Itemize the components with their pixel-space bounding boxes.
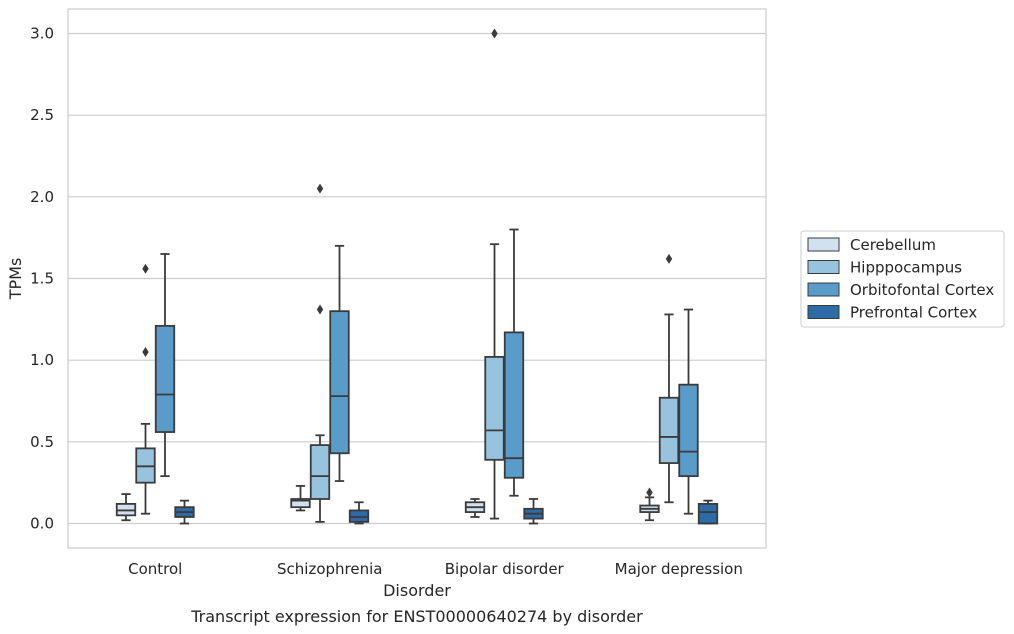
box-iqr — [697, 502, 719, 525]
box-iqr — [290, 498, 311, 509]
box-cerebellum-control — [115, 493, 137, 522]
plot-frame — [67, 8, 767, 549]
y-tick-labels: 0.0 0.5 1.0 1.5 2.0 2.5 3.0 — [30, 25, 54, 533]
legend-frame — [800, 230, 1005, 328]
legend-label: Hipppocampus — [850, 259, 962, 277]
x-tick-label: Control — [128, 560, 182, 578]
outlier-point — [142, 347, 149, 357]
y-axis-label: TPMs — [6, 258, 25, 301]
legend-label: Prefrontal Cortex — [850, 304, 977, 322]
x-tick-label: Schizophrenia — [277, 560, 382, 578]
legend-swatch — [807, 260, 840, 274]
chart-caption: Transcript expression for ENST0000064027… — [190, 607, 643, 626]
legend-swatch — [807, 237, 840, 252]
box-iqr — [678, 383, 699, 478]
box-prefrontal-cortex-schizophrenia — [348, 501, 370, 525]
x-tick-labels: Control Schizophrenia Bipolar disorder Majo… — [128, 560, 743, 578]
box-cerebellum-schizophrenia — [290, 485, 311, 512]
box-cerebellum-major-depression — [639, 487, 660, 522]
legend-label: Cerebellum — [850, 236, 936, 254]
box-iqr — [329, 310, 350, 455]
box-iqr — [658, 396, 680, 464]
legend-swatch — [807, 282, 840, 297]
box-prefrontal-cortex-bipolar-disorder — [523, 498, 544, 525]
gridlines — [68, 32, 766, 525]
outlier-point — [142, 263, 149, 274]
box-iqr — [484, 355, 505, 461]
box-orbitofontal-cortex-major-depression — [678, 308, 699, 515]
box-prefrontal-cortex-major-depression — [697, 499, 719, 525]
box-hipppocampus-control — [135, 263, 156, 515]
box-hipppocampus-bipolar-disorder — [484, 28, 505, 520]
outlier-point — [316, 183, 324, 194]
y-tick-label: 0.0 — [30, 515, 54, 533]
box-iqr — [503, 331, 525, 479]
box-orbitofontal-cortex-bipolar-disorder — [503, 228, 525, 497]
box-orbitofontal-cortex-control — [154, 253, 176, 478]
legend-swatch — [807, 305, 840, 319]
outlier-point — [665, 253, 673, 264]
legend: Cerebellum Hipppocampus Orbitofontal Corte… — [800, 230, 1005, 328]
y-tick-label: 2.5 — [30, 106, 54, 124]
x-tick-label: Bipolar disorder — [445, 560, 565, 578]
box-hipppocampus-major-depression — [658, 253, 680, 504]
outlier-point — [491, 28, 498, 39]
y-tick-label: 0.5 — [30, 433, 54, 451]
outlier-point — [646, 487, 653, 498]
y-tick-label: 1.0 — [30, 351, 54, 369]
y-tick-label: 3.0 — [30, 25, 54, 43]
legend-label: Orbitofontal Cortex — [850, 281, 994, 299]
box-iqr — [309, 444, 331, 500]
box-iqr — [154, 324, 176, 433]
box-prefrontal-cortex-control — [174, 499, 195, 525]
boxes — [115, 28, 719, 525]
box-cerebellum-bipolar-disorder — [464, 498, 486, 518]
box-hipppocampus-schizophrenia — [309, 183, 331, 523]
box-orbitofontal-cortex-schizophrenia — [329, 244, 350, 482]
x-axis-label: Disorder — [383, 581, 451, 600]
y-tick-label: 2.0 — [30, 188, 54, 206]
y-tick-label: 1.5 — [30, 270, 54, 288]
outlier-point — [316, 304, 324, 315]
x-tick-label: Major depression — [615, 560, 743, 578]
